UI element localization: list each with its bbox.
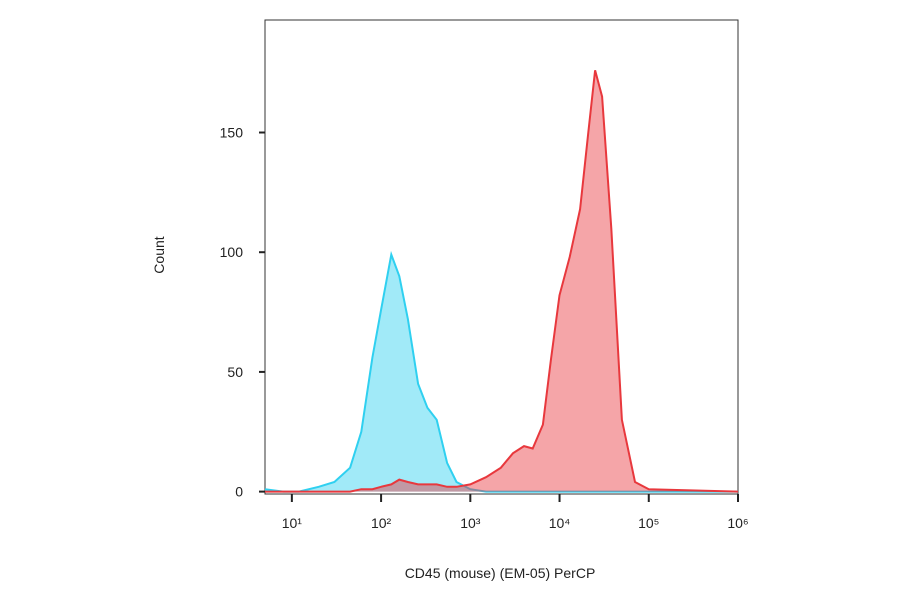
x-tick-label: 10² [371, 515, 392, 531]
series-area [265, 254, 738, 492]
series-area [265, 70, 738, 492]
x-tick-label: 10⁴ [549, 515, 571, 531]
x-tick-label: 10³ [460, 515, 481, 531]
series-line [264, 250, 738, 493]
plot-frame [264, 19, 739, 495]
x-axis-label: CD45 (mouse) (EM-05) PerCP [405, 565, 596, 581]
series-line [265, 70, 739, 493]
x-tick-label: 10¹ [282, 515, 303, 531]
x-tick-label: 10⁵ [638, 515, 659, 531]
y-tick-label: 50 [227, 364, 243, 380]
y-tick-label: 100 [220, 244, 244, 260]
y-tick-label: 150 [220, 125, 244, 141]
y-axis-label: Count [151, 236, 167, 273]
x-tick-label: 10⁶ [727, 515, 748, 531]
y-tick-label: 0 [235, 484, 243, 500]
